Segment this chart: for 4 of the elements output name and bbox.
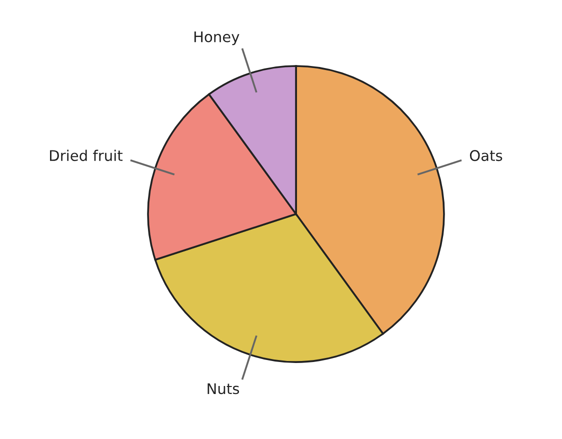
- slice-label: Honey: [194, 31, 240, 46]
- slice-label: Oats: [470, 150, 502, 162]
- slice-label: Nuts: [208, 383, 240, 394]
- slice-label: Dried fruit: [50, 150, 123, 162]
